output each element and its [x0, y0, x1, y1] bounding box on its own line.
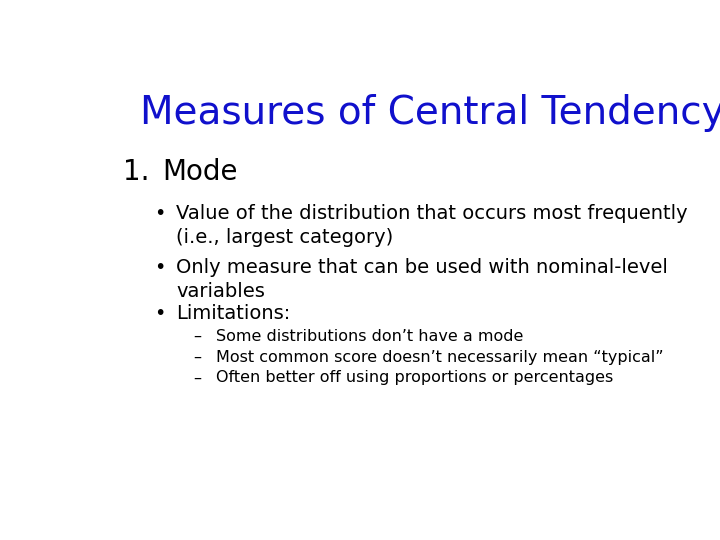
Text: –: – [193, 329, 201, 344]
Text: –: – [193, 370, 201, 386]
Text: Some distributions don’t have a mode: Some distributions don’t have a mode [215, 329, 523, 344]
Text: •: • [154, 204, 166, 223]
Text: •: • [154, 258, 166, 277]
Text: •: • [154, 304, 166, 323]
Text: Measures of Central Tendency: Measures of Central Tendency [140, 94, 720, 132]
Text: Only measure that can be used with nominal-level
variables: Only measure that can be used with nomin… [176, 258, 668, 301]
Text: Most common score doesn’t necessarily mean “typical”: Most common score doesn’t necessarily me… [215, 349, 663, 364]
Text: Value of the distribution that occurs most frequently
(i.e., largest category): Value of the distribution that occurs mo… [176, 204, 688, 247]
Text: Often better off using proportions or percentages: Often better off using proportions or pe… [215, 370, 613, 386]
Text: –: – [193, 349, 201, 364]
Text: 1.: 1. [124, 158, 150, 186]
Text: Mode: Mode [163, 158, 238, 186]
Text: Limitations:: Limitations: [176, 304, 291, 323]
